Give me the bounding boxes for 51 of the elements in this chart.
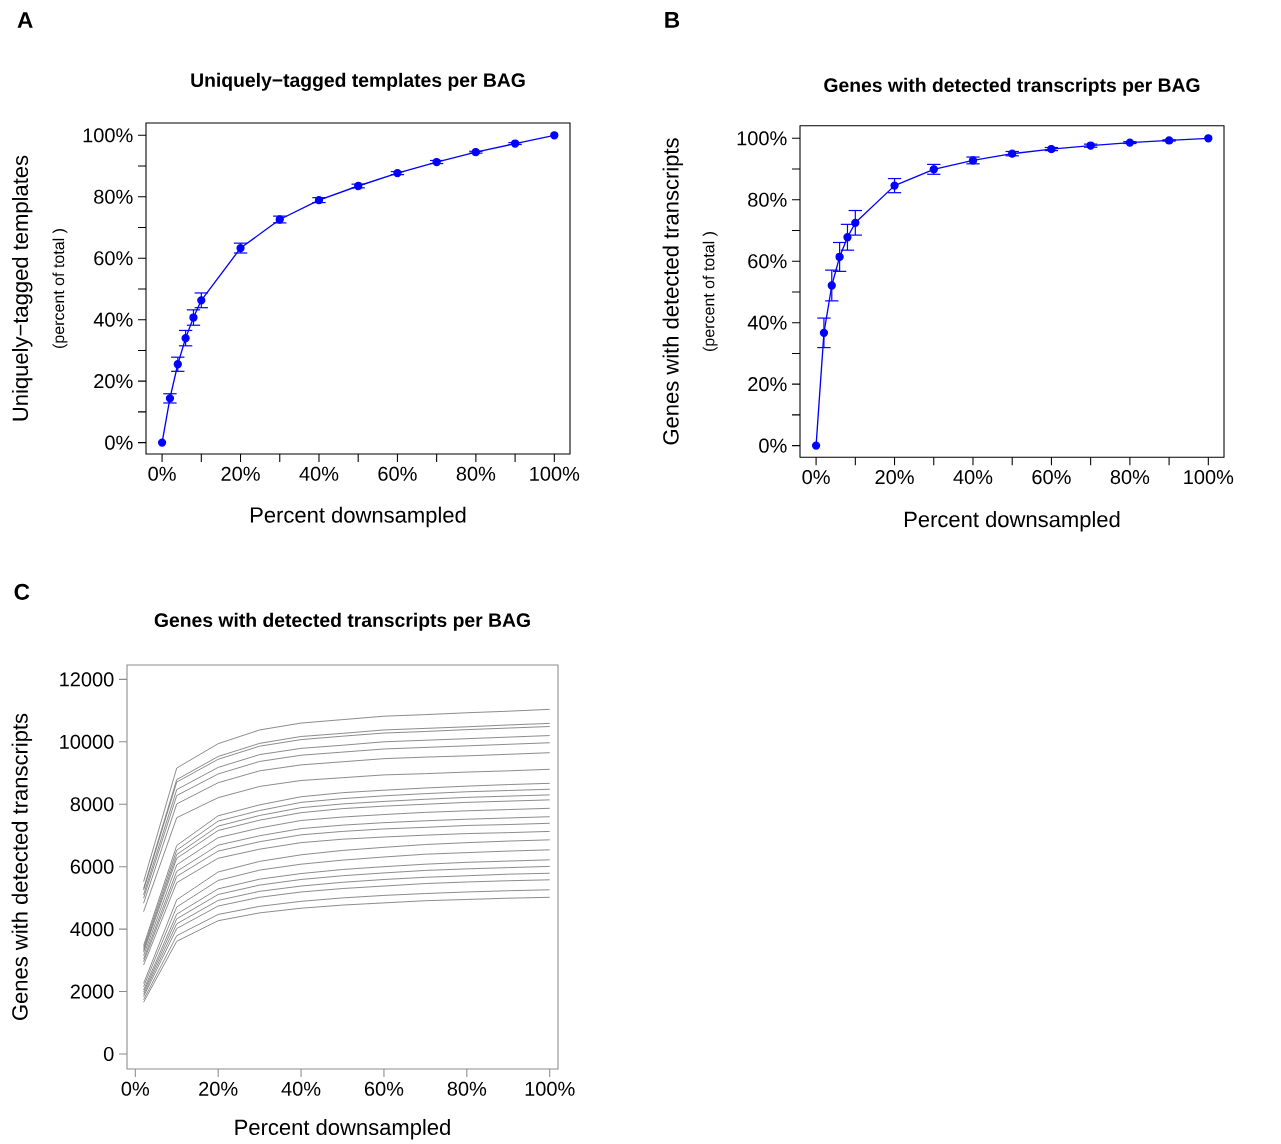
y-tick-label: 2000 (70, 984, 114, 999)
x-tick-label: 40% (299, 466, 339, 481)
y-axis-title: Uniquely−tagged templates (11, 155, 33, 421)
y-tick-label: 0% (759, 438, 787, 453)
y-tick-label: 12000 (60, 672, 114, 687)
y-tick-label: 60% (748, 254, 787, 269)
x-axis-title: Percent downsampled (250, 506, 466, 528)
text: B (665, 12, 680, 28)
y-tick-label: 20% (748, 377, 787, 392)
y-tick-label: 6000 (70, 859, 114, 874)
y-tick-label: 80% (94, 189, 133, 204)
x-tick-label: 0% (802, 470, 830, 485)
x-tick-label: 40% (953, 470, 993, 485)
y-tick-label: 40% (747, 315, 787, 330)
x-tick-label: 80% (456, 466, 496, 481)
x-axis-title: Percent downsampled (235, 1118, 450, 1140)
text: A (17, 12, 33, 28)
x-tick-label: 20% (221, 466, 260, 481)
chart-title: Genes with detected transcripts per BAG (824, 77, 1200, 96)
y-tick-label: 60% (94, 251, 133, 266)
text: C (14, 583, 30, 600)
y-tick-label: 80% (748, 192, 787, 207)
y-tick-label: 8000 (70, 797, 114, 812)
y-axis-title: Genes with detected transcripts (11, 713, 33, 1021)
y-tick-label: 100% (737, 131, 787, 146)
x-tick-label: 100% (1184, 470, 1234, 485)
y-tick-label: 0% (105, 435, 133, 450)
x-tick-label: 20% (199, 1081, 238, 1096)
x-tick-label: 80% (1110, 470, 1150, 485)
y-axis-title: Genes with detected transcripts (662, 138, 684, 445)
y-tick-label: 40% (93, 312, 133, 327)
x-tick-label: 60% (364, 1081, 404, 1096)
chart-title: Uniquely−tagged templates per BAG (191, 72, 525, 91)
chart-title: Genes with detected transcripts per BAG (154, 612, 530, 631)
x-tick-label: 0% (121, 1081, 150, 1096)
x-tick-label: 0% (148, 466, 176, 481)
y-tick-label: 4000 (70, 922, 114, 937)
y-tick-label: 100% (83, 128, 133, 143)
x-tick-label: 20% (875, 470, 914, 485)
y-tick-label: 10000 (60, 734, 114, 749)
text: (percent of total ) (52, 229, 68, 349)
x-tick-label: 100% (530, 466, 580, 481)
x-tick-label: 80% (447, 1081, 487, 1096)
y-tick-label: 20% (94, 374, 133, 389)
x-tick-label: 60% (1032, 470, 1071, 485)
x-tick-label: 60% (378, 466, 417, 481)
x-axis-title: Percent downsampled (904, 511, 1120, 532)
y-tick-label: 0 (103, 1046, 114, 1062)
x-tick-label: 40% (281, 1081, 321, 1096)
x-tick-label: 100% (525, 1081, 575, 1096)
text: (percent of total ) (702, 232, 718, 352)
